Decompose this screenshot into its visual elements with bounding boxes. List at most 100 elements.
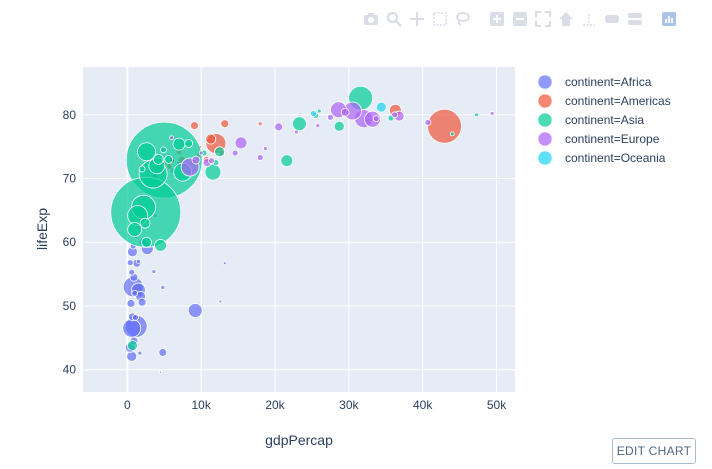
y-tick-label: 60: [63, 235, 77, 249]
data-point[interactable]: [126, 350, 138, 362]
data-point[interactable]: [391, 111, 399, 119]
axis-ticks: 0 10k 20k 30k 40k 50k 40 50 60 70 80: [63, 108, 508, 412]
legend-item[interactable]: continent=Africa: [537, 74, 652, 90]
legend-label: continent=Europe: [565, 132, 660, 146]
y-tick-label: 70: [63, 172, 77, 186]
data-point[interactable]: [138, 165, 146, 173]
data-point[interactable]: [154, 239, 167, 252]
data-point[interactable]: [131, 289, 139, 297]
x-tick-label: 10k: [191, 398, 211, 412]
data-point[interactable]: [160, 285, 166, 290]
data-point[interactable]: [198, 150, 204, 156]
data-point[interactable]: [172, 137, 186, 151]
data-point[interactable]: [208, 157, 215, 165]
data-point[interactable]: [316, 108, 322, 114]
data-point[interactable]: [169, 135, 175, 141]
data-point[interactable]: [222, 261, 227, 266]
data-point[interactable]: [139, 217, 151, 229]
y-tick-label: 80: [63, 108, 77, 122]
data-point[interactable]: [141, 236, 152, 248]
data-point[interactable]: [333, 120, 345, 132]
spike-lines-icon[interactable]: [580, 10, 598, 28]
autoscale-icon[interactable]: [534, 10, 552, 28]
data-point[interactable]: [372, 115, 380, 123]
lasso-icon[interactable]: [454, 10, 472, 28]
data-point[interactable]: [280, 154, 294, 168]
data-point[interactable]: [218, 299, 223, 304]
data-point[interactable]: [449, 131, 455, 137]
data-point[interactable]: [137, 142, 156, 162]
data-point[interactable]: [128, 268, 136, 276]
x-tick-label: 50k: [487, 398, 507, 412]
data-point[interactable]: [135, 258, 141, 264]
data-point[interactable]: [191, 155, 201, 165]
data-point[interactable]: [127, 340, 138, 351]
hover-closest-icon[interactable]: [603, 10, 621, 28]
pan-icon[interactable]: [408, 10, 426, 28]
data-point[interactable]: [256, 154, 264, 161]
series-group: [169, 101, 495, 177]
legend-item[interactable]: continent=Americas: [537, 93, 671, 109]
legend-label: continent=Oceania: [565, 151, 666, 165]
data-point[interactable]: [205, 133, 217, 145]
edit-chart-button[interactable]: EDIT CHART: [612, 438, 696, 464]
legend-item[interactable]: continent=Asia: [537, 112, 644, 128]
data-point[interactable]: [234, 136, 248, 150]
grid-lines: [83, 67, 515, 392]
reset-axes-icon[interactable]: [557, 10, 575, 28]
data-point[interactable]: [489, 111, 495, 116]
zoom-icon[interactable]: [385, 10, 403, 28]
data-point[interactable]: [474, 112, 480, 118]
data-point[interactable]: [291, 116, 307, 132]
modebar: [362, 10, 678, 28]
plotly-logo-icon[interactable]: [660, 10, 678, 28]
data-point[interactable]: [158, 348, 168, 357]
data-point[interactable]: [424, 119, 432, 126]
data-point[interactable]: [137, 297, 147, 307]
data-point[interactable]: [427, 108, 462, 144]
data-points: [110, 85, 495, 374]
legend: continent=Africa continent=Americas contin…: [537, 74, 671, 166]
data-point[interactable]: [262, 146, 268, 151]
data-point[interactable]: [309, 110, 317, 117]
data-point[interactable]: [274, 122, 284, 132]
data-point[interactable]: [152, 154, 164, 165]
data-point[interactable]: [158, 370, 163, 374]
data-point[interactable]: [126, 259, 134, 267]
data-point[interactable]: [151, 269, 157, 274]
x-tick-label: 30k: [339, 398, 359, 412]
data-point[interactable]: [214, 146, 226, 158]
legend-label: continent=Africa: [565, 75, 652, 89]
data-point[interactable]: [122, 318, 142, 338]
data-point[interactable]: [294, 129, 299, 135]
legend-label: continent=Asia: [565, 113, 644, 127]
legend-item[interactable]: continent=Europe: [537, 131, 660, 147]
data-point[interactable]: [137, 350, 143, 356]
data-point[interactable]: [184, 139, 194, 148]
data-point[interactable]: [160, 146, 167, 154]
zoom-out-icon[interactable]: [511, 10, 529, 28]
data-point[interactable]: [220, 119, 230, 129]
camera-icon[interactable]: [362, 10, 380, 28]
data-point[interactable]: [340, 107, 350, 117]
y-axis-title: lifeExp: [34, 208, 50, 250]
box-select-icon[interactable]: [431, 10, 449, 28]
data-point[interactable]: [190, 121, 199, 131]
data-point[interactable]: [326, 113, 334, 121]
data-point[interactable]: [257, 121, 263, 127]
x-tick-label: 20k: [265, 398, 285, 412]
data-point[interactable]: [315, 123, 321, 129]
legend-item[interactable]: continent=Oceania: [537, 150, 666, 166]
legend-marker: [537, 74, 553, 90]
data-point[interactable]: [127, 222, 143, 237]
data-point[interactable]: [187, 303, 203, 318]
hover-compare-icon[interactable]: [626, 10, 644, 28]
data-point[interactable]: [375, 101, 387, 113]
data-point[interactable]: [231, 149, 239, 157]
data-point[interactable]: [164, 155, 174, 164]
zoom-in-icon[interactable]: [488, 10, 506, 28]
data-point[interactable]: [126, 299, 136, 308]
series-group: [309, 101, 387, 117]
data-point[interactable]: [132, 314, 139, 321]
x-tick-label: 0: [124, 398, 131, 412]
